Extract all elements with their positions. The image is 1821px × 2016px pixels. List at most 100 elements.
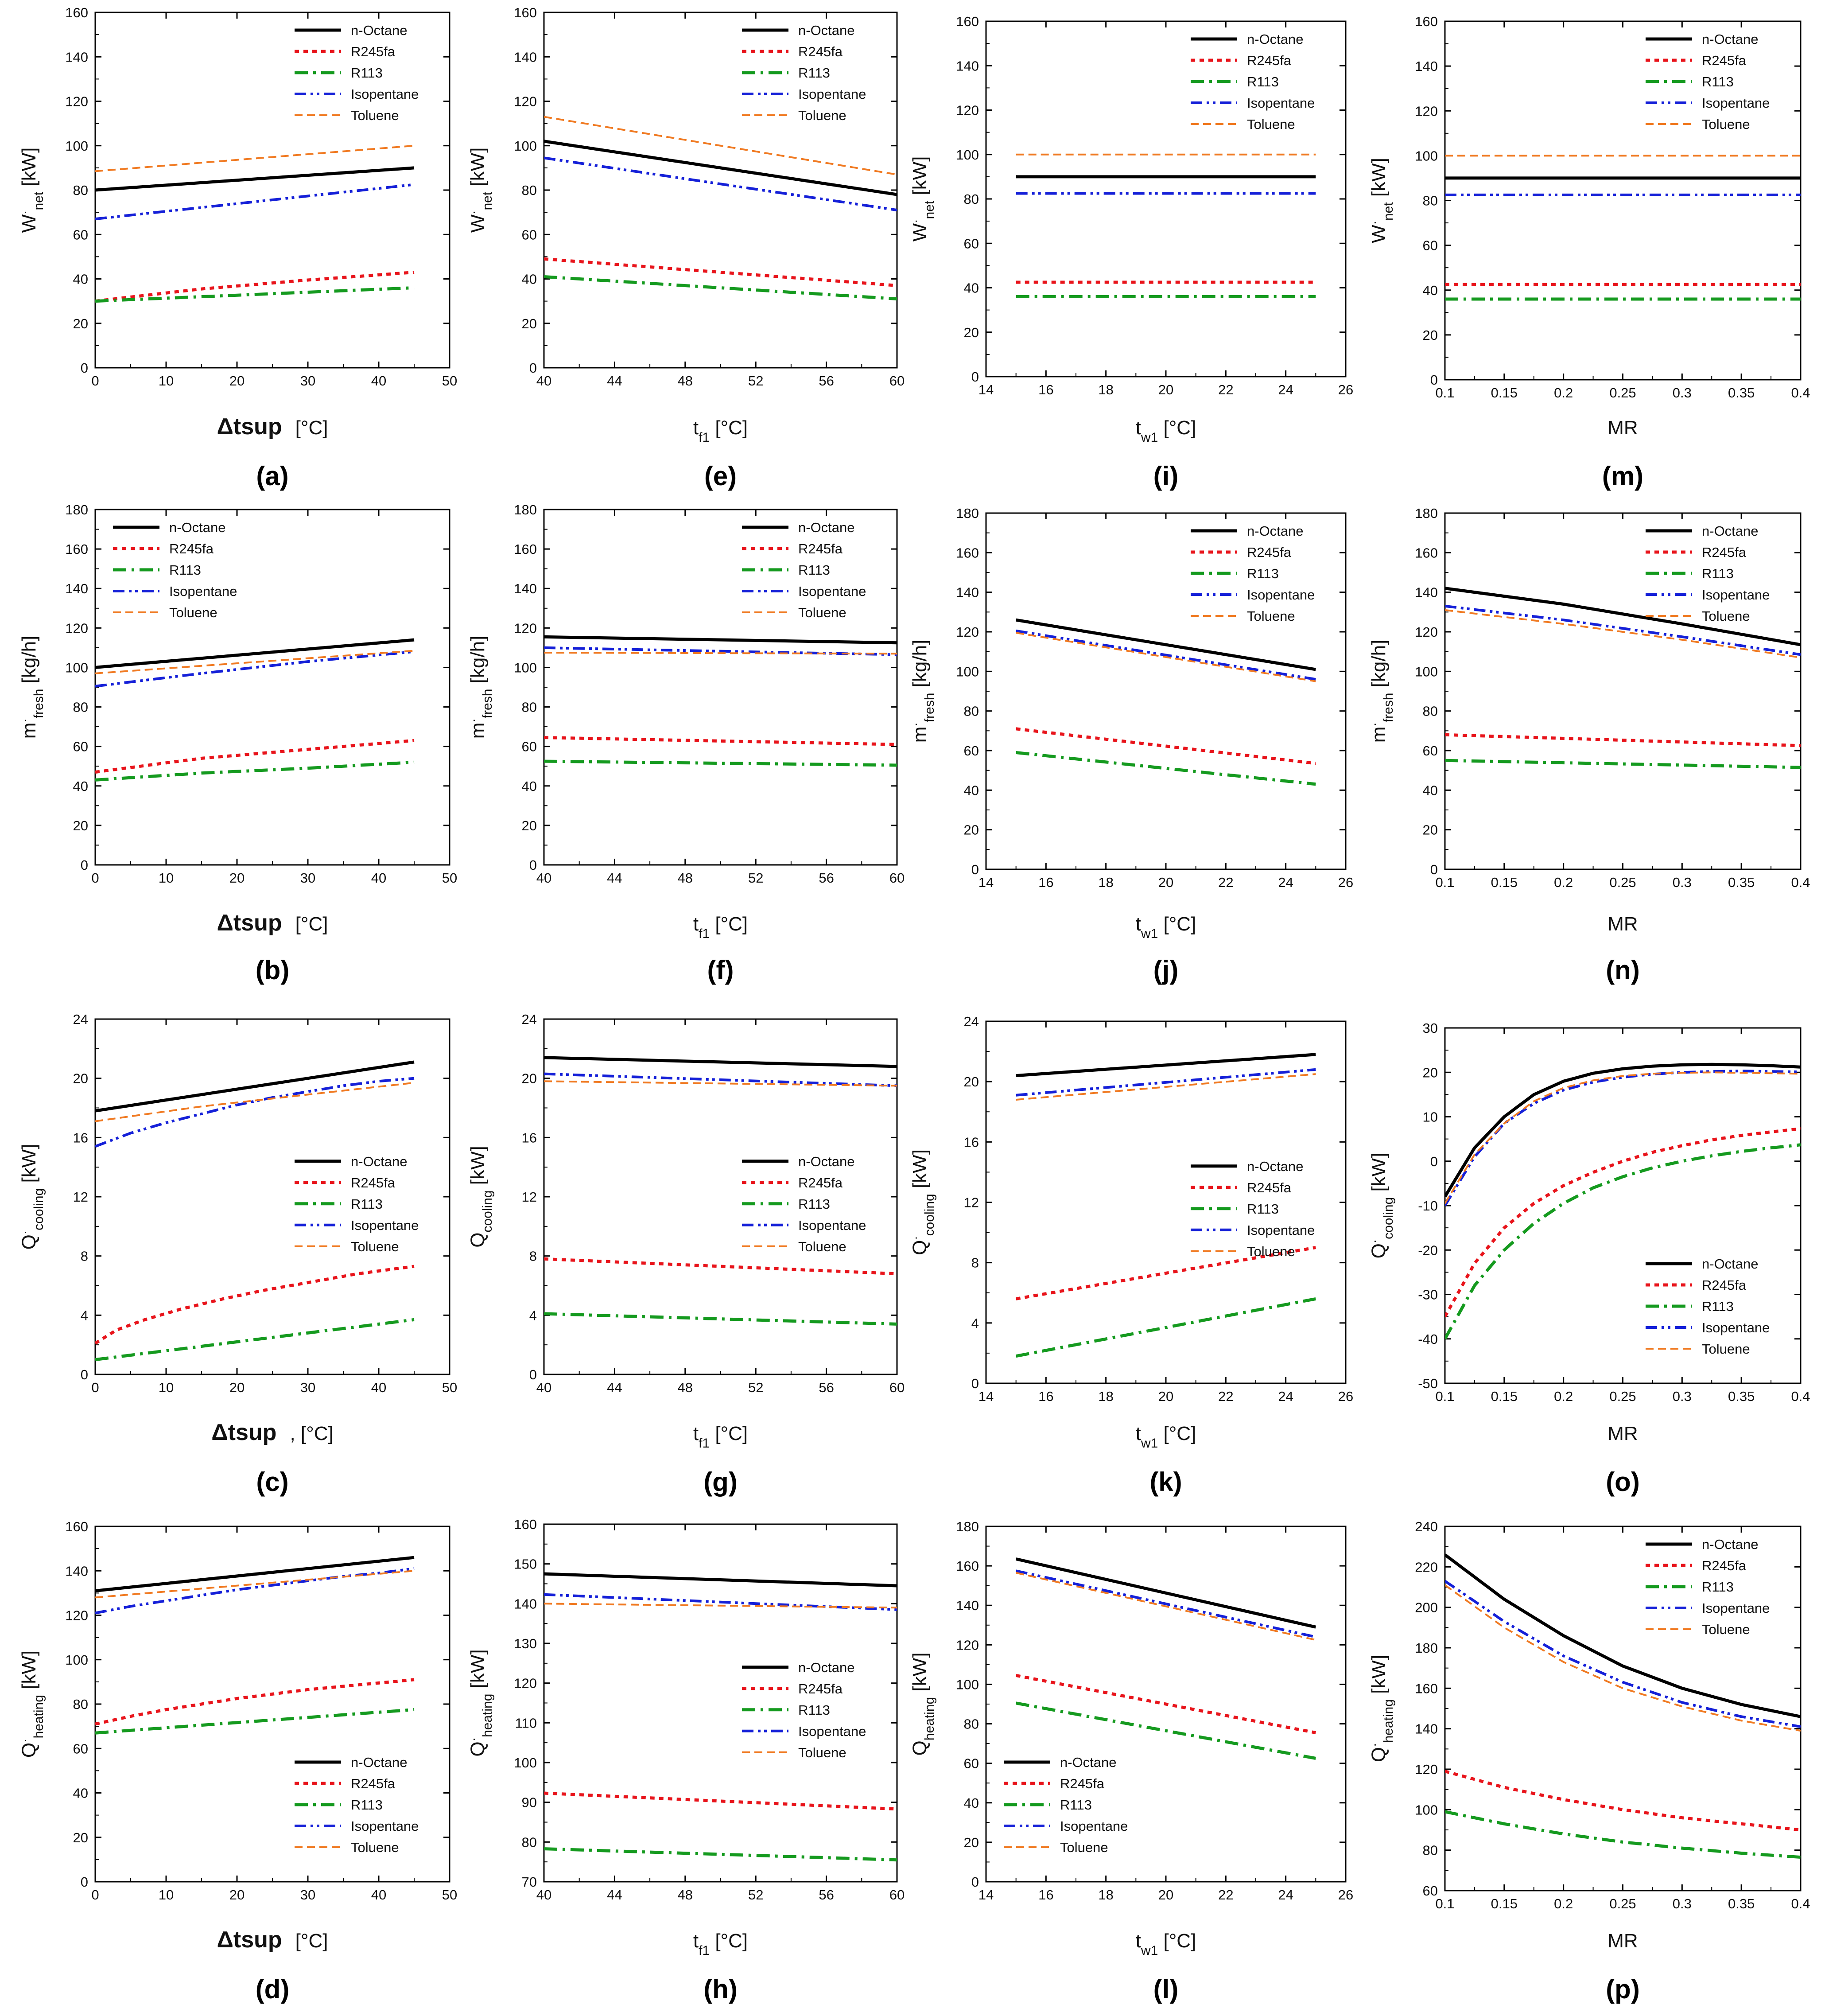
legend-label-n-octane: n-Octane [798,520,855,535]
y-tick-label: 20 [964,1835,979,1850]
y-tick-label: 24 [522,1012,537,1027]
y-tick-label: 100 [514,138,537,154]
legend-label-n-octane: n-Octane [798,23,855,38]
x-axis-label: MR [1607,1423,1638,1444]
panel-label: (f) [707,955,734,985]
series-line-isopentane [95,1077,415,1148]
x-tick-label: 0.35 [1728,875,1755,890]
x-tick-label: 0.4 [1791,1389,1810,1404]
x-tick-label: 10 [159,870,174,886]
series-line-r245fa [1016,1246,1316,1300]
y-tick-label: 100 [1415,1802,1438,1818]
x-tick-label: 0.1 [1435,1896,1454,1911]
y-tick-label: 100 [1415,148,1438,163]
legend-label-r113: R113 [1702,566,1734,581]
panel-label: (i) [1153,461,1179,491]
series-line-n-octane [1445,1062,1801,1198]
x-axis-label: tw1 [°C] [1136,417,1196,445]
x-tick-label: 14 [978,382,994,397]
y-tick-label: 140 [65,581,88,596]
x-tick-label: 0 [91,373,99,389]
y-tick-label: 90 [522,1795,537,1810]
y-axis-label: Q·heating [kW] [1367,1655,1396,1762]
y-tick-label: 0 [1430,1154,1438,1169]
y-tick-label: 160 [1415,14,1438,29]
series-line-n-octane [95,1556,415,1592]
series-line-r245fa [95,1265,415,1345]
series-line-toluene [544,116,897,175]
y-tick-label: 4 [529,1308,537,1323]
legend: n-Octane R245fa R113 Isopentane Toluene [742,1154,866,1254]
y-tick-label: -30 [1418,1287,1438,1303]
y-tick-label: 80 [522,700,537,715]
legend-label-toluene: Toluene [1060,1840,1108,1855]
series-line-isopentane [1445,604,1801,656]
legend-label-isopentane: Isopentane [798,1218,866,1233]
legend-label-isopentane: Isopentane [1702,95,1770,111]
series-line-n-octane [544,1572,897,1588]
y-tick-label: 80 [1423,1843,1438,1858]
y-axis-label: Q·cooling [kW] [18,1144,46,1250]
legend-label-n-octane: n-Octane [351,1755,408,1770]
panel-label: (m) [1602,461,1643,491]
x-tick-label: 0.3 [1673,875,1692,890]
legend-label-r113: R113 [1247,74,1279,90]
x-tick-label: 0.2 [1554,385,1573,401]
x-axis-label: tf1 [°C] [693,1423,748,1451]
x-tick-label: 22 [1218,1887,1233,1903]
chart-panel-g: 40 44 48 52 56 6004812162024n-OctaneR245faR11… [467,1012,905,1497]
series-line-toluene [544,652,897,655]
x-tick-label: 40 [371,373,386,389]
x-tick-label: 40 [371,870,386,886]
legend-label-r245fa: R245fa [798,541,843,557]
y-tick-label: 140 [1415,1721,1438,1737]
series-line-r245fa [95,739,415,774]
legend-label-r113: R113 [798,1702,830,1718]
legend-label-n-octane: n-Octane [1702,31,1759,47]
x-tick-label: 0.2 [1554,875,1573,890]
x-tick-label: 0.1 [1435,385,1454,401]
x-tick-label: 40 [371,1380,386,1395]
y-tick-label: 40 [964,1795,979,1811]
legend-label-r245fa: R245fa [798,44,843,59]
series-line-toluene [95,650,415,674]
y-tick-label: 120 [65,1608,88,1623]
legend: n-Octane R245fa R113 Isopentane Toluene [1646,31,1770,132]
x-axis-label: MR [1607,1930,1638,1952]
y-tick-label: 60 [1423,238,1438,253]
x-tick-label: 0.1 [1435,875,1454,890]
chart-panel-j: 14 16 18 20 22 24 26 0 20 40 60 80 100 120 140 160 180 n-… [909,506,1354,985]
legend-label-r113: R113 [1247,1201,1279,1217]
y-tick-label: 120 [514,94,537,109]
x-tick-label: 0.3 [1673,385,1692,401]
y-tick-label: 160 [514,5,537,20]
legend: n-Octane R245fa R113 Isopentane Toluene [1191,1159,1315,1259]
y-tick-label: 140 [1415,58,1438,74]
legend: n-Octane R245fa R113 Isopentane Toluene [742,23,866,123]
y-tick-label: 10 [1423,1109,1438,1125]
y-tick-label: 20 [73,316,88,331]
y-tick-label: 20 [522,1071,537,1086]
legend: n-Octane R245fa R113 Isopentane Toluene [1646,523,1770,624]
series-line-n-octane [1445,587,1801,646]
series-line-r245fa [544,736,897,746]
plot-frame [94,12,450,369]
legend-label-n-octane: n-Octane [1702,523,1759,539]
panel-label: (h) [703,1974,738,2004]
y-tick-label: 160 [1415,545,1438,560]
panel-label: (g) [703,1467,738,1497]
y-tick-label: 24 [73,1012,88,1027]
series-line-r245fa [1016,727,1316,765]
x-tick-label: 0.4 [1791,875,1810,890]
y-tick-label: 0 [81,857,88,873]
x-tick-label: 14 [978,875,994,890]
legend-label-isopentane: Isopentane [351,1218,419,1233]
x-tick-label: 0.4 [1791,385,1810,401]
x-tick-label: 10 [159,1887,174,1903]
y-tick-label: 60 [964,1756,979,1771]
legend-label-isopentane: Isopentane [1247,1222,1315,1238]
y-tick-label: 60 [964,236,979,251]
y-tick-label: 40 [1423,782,1438,798]
x-tick-label: 24 [1278,382,1293,397]
y-tick-label: 8 [81,1249,88,1264]
